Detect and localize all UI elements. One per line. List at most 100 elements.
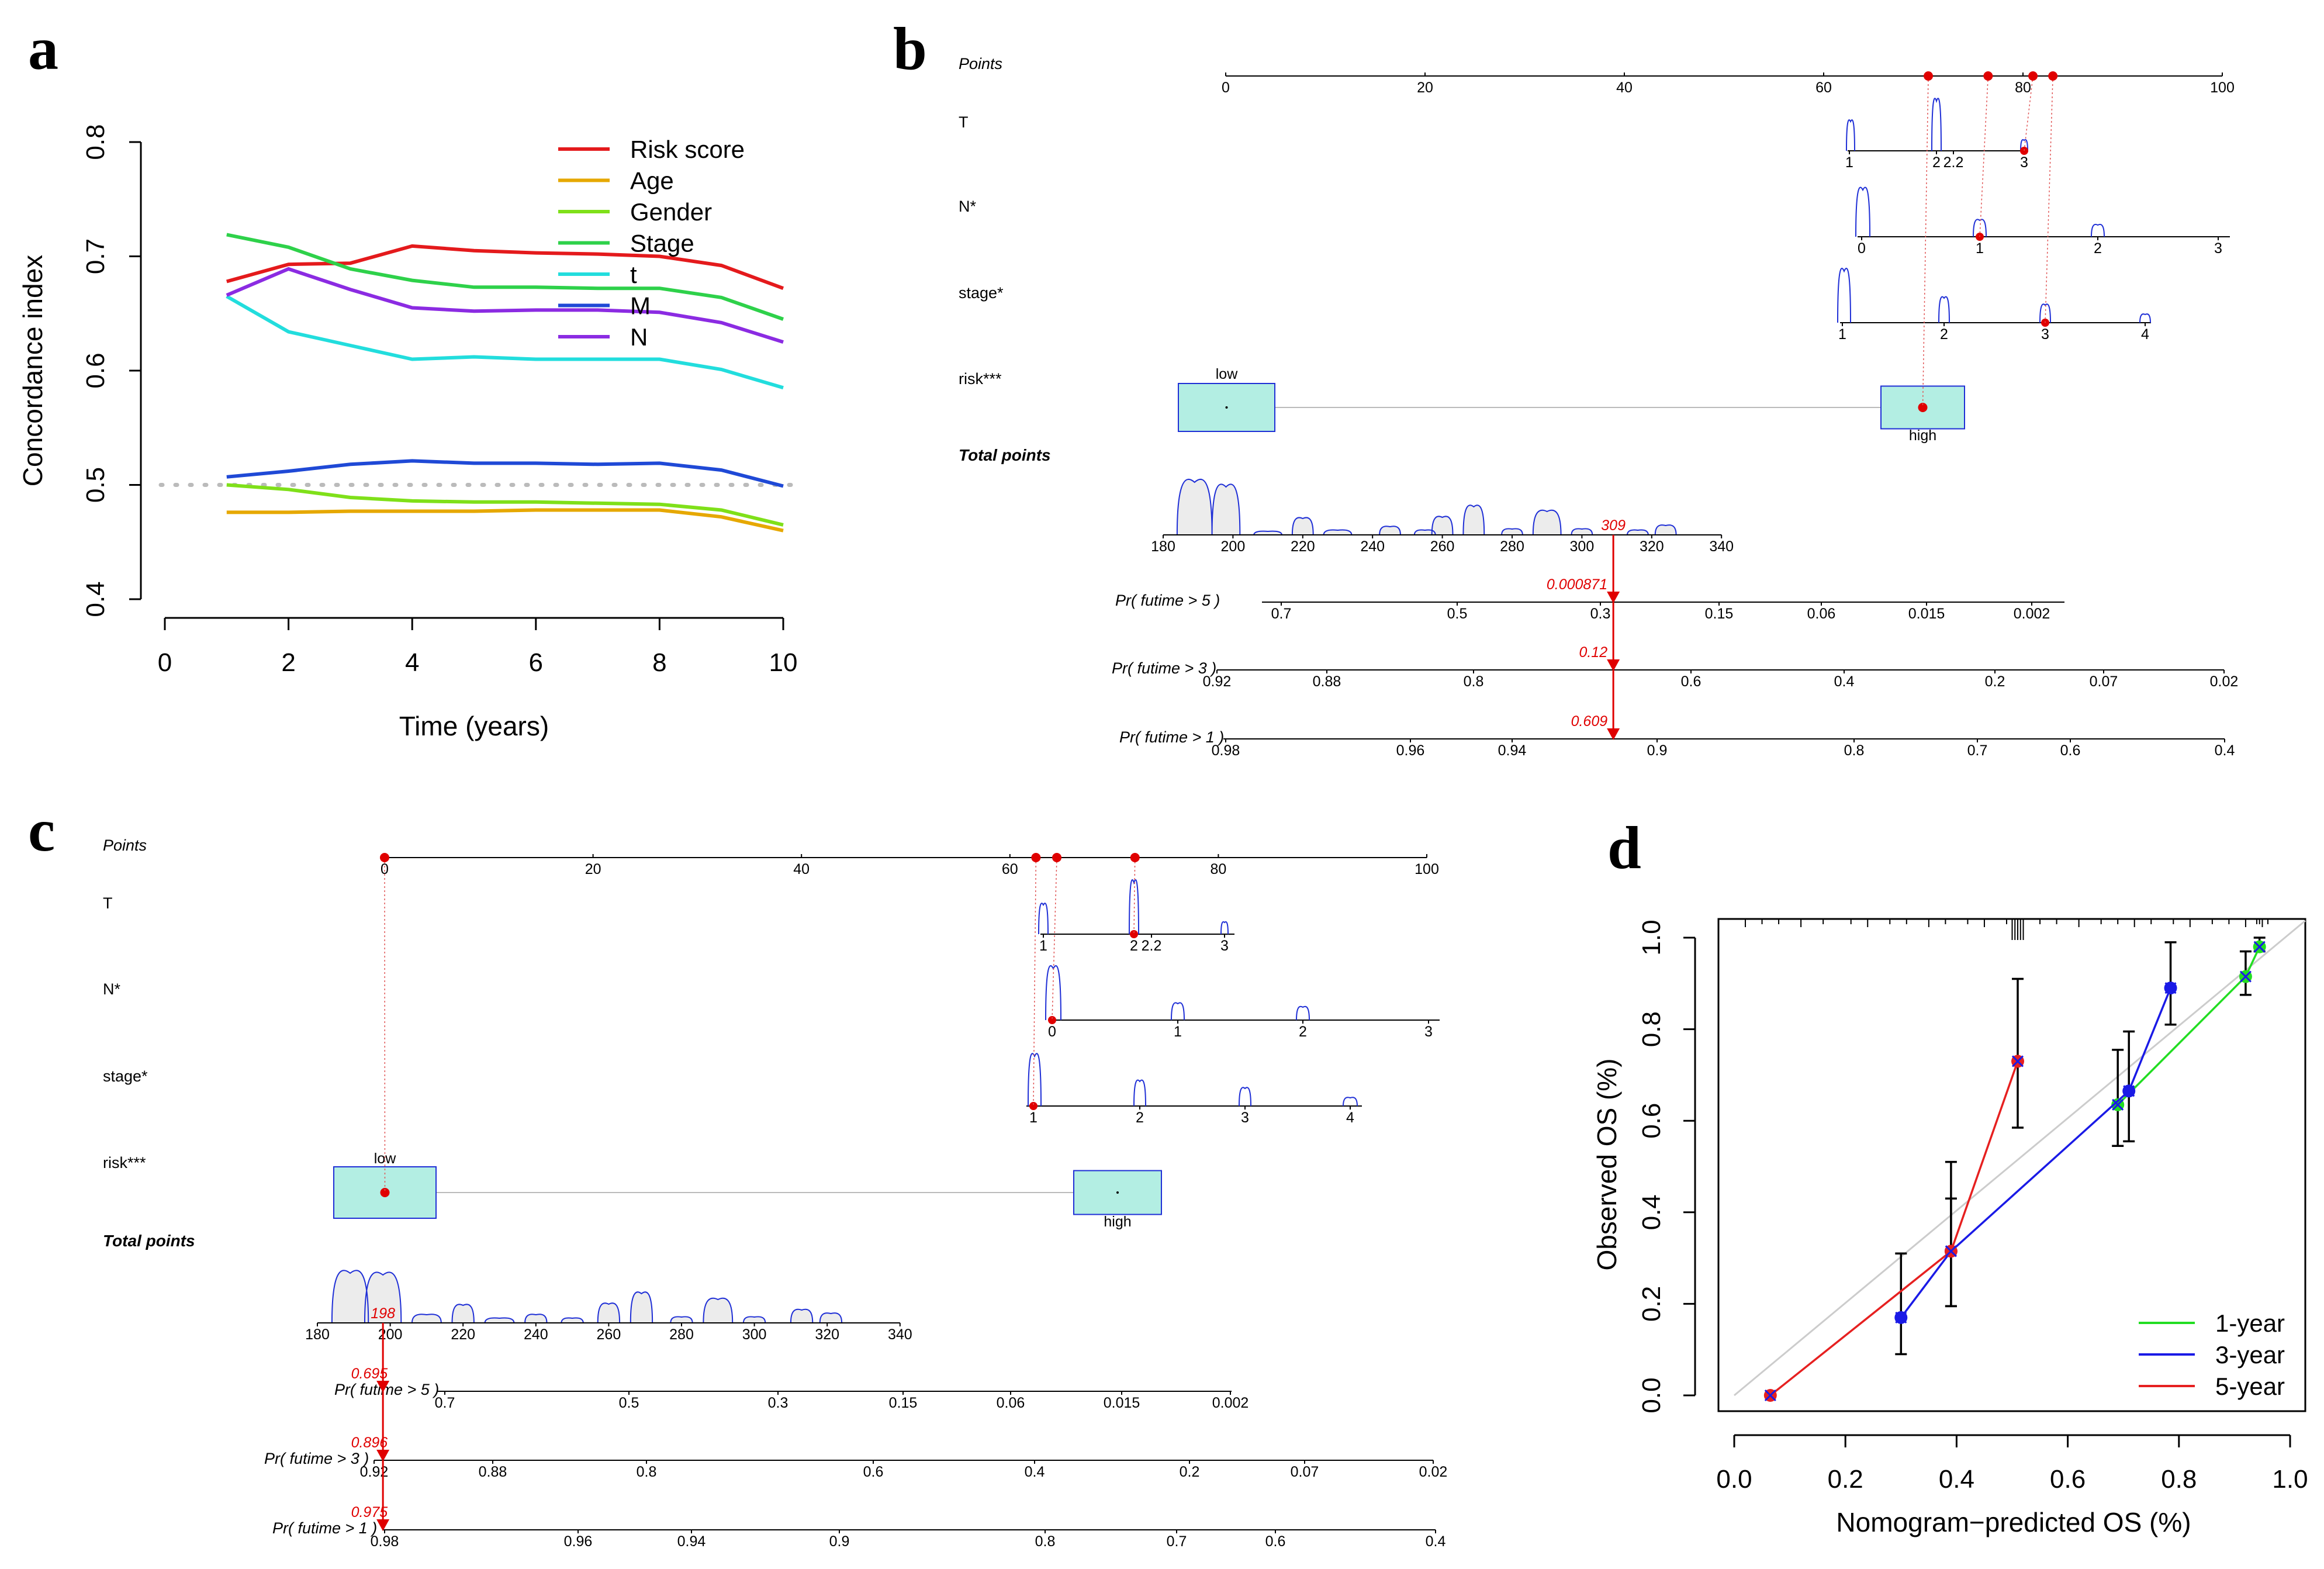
probability-tick-label: 0.6 [1265,1533,1286,1550]
probability-tick-label: 0.88 [479,1464,507,1480]
legend-label-gender: Gender [630,198,712,226]
probability-tick-label: 0.96 [564,1533,593,1550]
variable-tick-label: 2 [1136,1110,1144,1126]
variable-label-risk: risk*** [959,370,1002,388]
probability-tick-label: 0.07 [2090,673,2118,690]
points-tick-label: 80 [1210,861,1226,877]
arrow-head [376,1450,390,1461]
total-tick-label: 180 [1151,538,1175,555]
calibration-line-3-year [1900,987,2172,1318]
points-tick-label: 60 [1815,80,1832,96]
y-axis-title: Observed OS (%) [1592,1059,1622,1271]
total-tick-label: 260 [1430,538,1455,555]
projection-line [1133,857,1136,935]
y-tick-label: 0.8 [81,124,110,160]
density-curve [1171,1002,1185,1021]
y-tick-label: 0.7 [81,239,110,274]
variable-label-risk: risk*** [103,1154,146,1171]
variable-tick-label: 2 [2094,240,2102,257]
data-point-cross [2164,982,2177,994]
probability-value: 0.695 [351,1366,388,1382]
legend-label-risk-score: Risk score [630,136,745,163]
density-curve [1133,1079,1146,1107]
y-tick-label: 0.6 [1637,1103,1666,1139]
x-tick-label: 0.4 [1939,1465,1974,1494]
probability-label: Pr( futime > 5 ) [1115,592,1220,609]
density-curve [2020,139,2028,151]
variable-tick-label: 1 [1029,1110,1038,1126]
total-tick-label: 320 [1640,538,1664,555]
probability-tick-label: 0.5 [619,1395,639,1411]
variable-label-t: T [959,113,969,131]
data-point-cross [1764,1389,1776,1402]
x-axis-title: Nomogram−predicted OS (%) [1836,1507,2191,1537]
density-curve [1296,1005,1310,1021]
panel-d-calibration-chart: 0.0 0.2 0.4 0.6 0.8 1.0 0.0 0.2 0.4 0.6 0.8 1.0 Nomo… [1592,918,2308,1537]
probability-tick-label: 0.02 [2210,673,2239,690]
legend-label-m: M [630,292,651,320]
total-tick-label: 200 [1221,538,1246,555]
variable-label-t: T [103,894,113,912]
legend-label-5-year: 5-year [2215,1373,2285,1400]
points-marker-t [1130,853,1140,862]
probability-label: Pr( futime > 3 ) [1112,659,1216,677]
x-tick-label: 4 [405,648,419,677]
density-curve [2039,303,2051,323]
probability-tick-label: 0.02 [1419,1464,1448,1480]
variable-tick-label: 2 [1130,938,1138,954]
variable-label-n: N* [959,198,976,215]
probability-tick-label: 0.96 [1396,742,1425,759]
variable-label-stage: stage* [103,1067,148,1085]
probability-tick-label: 0.7 [1967,742,1988,759]
series-line-gender [226,483,784,527]
x-tick-label: 2 [281,648,295,677]
probability-tick-label: 0.8 [1844,742,1865,759]
points-tick-label: 0 [1222,80,1230,96]
x-tick-label: 0 [158,648,172,677]
probability-tick-label: 0.07 [1291,1464,1319,1480]
points-marker-risk [1924,71,1934,81]
series-line-stage [226,233,784,321]
points-label: Points [103,837,147,854]
data-point-cross [1945,1245,1957,1257]
x-axis-title: Time (years) [399,711,549,741]
total-tick-label: 340 [888,1326,912,1343]
total-tick-label: 280 [1500,538,1524,555]
probability-tick-label: 0.7 [1167,1533,1187,1550]
variable-tick-label: 3 [1424,1024,1433,1040]
total-tick-label: 280 [669,1326,694,1343]
total-tick-label: 300 [1570,538,1595,555]
total-points-label: Total points [959,446,1051,464]
probability-tick-label: 0.2 [1985,673,2005,690]
probability-tick-label: 0.9 [1647,742,1668,759]
points-tick-label: 100 [1415,861,1439,877]
panel-a-concordance-chart: 0 2 4 6 8 10 0.4 0.5 0.6 0.7 0.8 Time (years) Concor… [18,124,797,741]
probability-tick-label: 0.8 [1464,673,1484,690]
x-tick-label: 1.0 [2272,1465,2308,1494]
points-tick-label: 0 [381,861,389,877]
density-curve [2139,313,2151,323]
probability-tick-label: 0.15 [1705,606,1734,622]
y-tick-label: 0.0 [1637,1377,1666,1413]
probability-tick-label: 0.4 [1025,1464,1045,1480]
total-points-value: 198 [371,1305,395,1322]
panel-label-d: d [1607,814,1641,882]
probability-tick-label: 0.002 [2014,606,2050,622]
variable-tick-label: 3 [1220,938,1229,954]
total-tick-label: 240 [524,1326,548,1343]
total-points-density [1163,479,1722,535]
probability-value: 0.975 [351,1504,388,1520]
legend-label-stage: Stage [630,230,694,257]
data-point-cross [2112,1098,2124,1111]
variable-tick-label: 2.2 [1142,938,1162,954]
arrow-head [376,1381,390,1392]
density-curve [2091,224,2105,237]
probability-tick-label: 0.7 [1271,606,1292,622]
risk-level-label-high: high [1909,427,1936,444]
total-tick-label: 200 [378,1326,403,1343]
variable-tick-label: 4 [2141,326,2149,343]
probability-tick-label: 0.6 [1681,673,1702,690]
